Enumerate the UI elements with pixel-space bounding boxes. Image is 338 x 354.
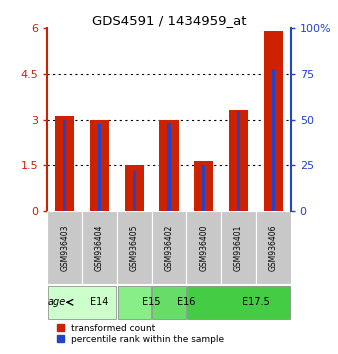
- Text: GSM936404: GSM936404: [95, 224, 104, 271]
- Text: E14: E14: [90, 297, 108, 307]
- Text: GSM936406: GSM936406: [269, 224, 278, 271]
- Bar: [117, 211, 152, 284]
- Bar: [82, 211, 117, 284]
- Bar: [256, 211, 291, 284]
- Text: GSM936405: GSM936405: [130, 224, 139, 271]
- Bar: [221, 211, 256, 284]
- Text: GSM936402: GSM936402: [165, 224, 173, 271]
- Text: GSM936401: GSM936401: [234, 224, 243, 271]
- Bar: [90, 120, 109, 211]
- Bar: [271, 69, 275, 211]
- Bar: [167, 123, 171, 211]
- Text: GSM936403: GSM936403: [60, 224, 69, 271]
- Bar: [118, 286, 151, 319]
- Title: GDS4591 / 1434959_at: GDS4591 / 1434959_at: [92, 14, 246, 27]
- Text: E15: E15: [142, 297, 161, 307]
- Bar: [152, 211, 186, 284]
- Bar: [152, 286, 186, 319]
- Text: E16: E16: [177, 297, 196, 307]
- Text: age: age: [48, 297, 66, 307]
- Bar: [125, 165, 144, 211]
- Bar: [98, 124, 101, 211]
- Text: GSM936400: GSM936400: [199, 224, 208, 271]
- Bar: [264, 32, 283, 211]
- Bar: [186, 211, 221, 284]
- Bar: [237, 110, 240, 211]
- Bar: [55, 116, 74, 211]
- Bar: [48, 286, 116, 319]
- Bar: [160, 120, 178, 211]
- Bar: [132, 171, 136, 211]
- Bar: [187, 286, 290, 319]
- Bar: [229, 110, 248, 211]
- Bar: [202, 165, 206, 211]
- Legend: transformed count, percentile rank within the sample: transformed count, percentile rank withi…: [57, 324, 224, 344]
- Bar: [63, 120, 67, 211]
- Text: E17.5: E17.5: [242, 297, 270, 307]
- Bar: [194, 161, 213, 211]
- Bar: [47, 211, 82, 284]
